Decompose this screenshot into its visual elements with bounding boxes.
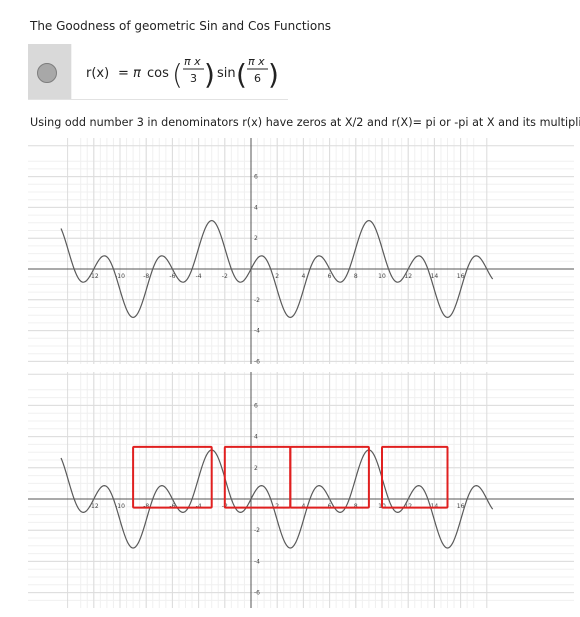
y-tick-label: 6 <box>254 174 258 181</box>
x-tick-label: 2 <box>275 503 279 510</box>
x-tick-label: -10 <box>115 503 125 510</box>
formula-denominator-1: 3 <box>190 72 197 85</box>
formula-numerator-2: π x <box>248 55 265 68</box>
x-tick-label: -8 <box>143 503 149 510</box>
y-tick-label: -6 <box>254 590 260 597</box>
highlight-box <box>289 445 370 509</box>
formula-numerator-1: π x <box>184 55 201 68</box>
x-tick-label: 6 <box>328 273 332 280</box>
y-tick-label: -2 <box>254 297 260 304</box>
x-tick-label: 8 <box>354 503 358 510</box>
y-tick-label: 4 <box>254 204 258 211</box>
x-tick-label: 16 <box>457 503 465 510</box>
y-tick-label: -4 <box>254 328 260 335</box>
formula-cell[interactable] <box>72 44 288 99</box>
y-tick-label: 6 <box>254 402 258 409</box>
formula-paren-open-2: ( <box>236 58 247 91</box>
x-tick-label: -12 <box>89 273 99 280</box>
algebra-input-row[interactable] <box>28 44 288 100</box>
y-tick-label: 2 <box>254 465 258 472</box>
function-curve[interactable] <box>60 449 494 549</box>
x-tick-label: -6 <box>169 503 175 510</box>
caption-text: Using odd number 3 in denominators r(x) … <box>30 116 580 129</box>
major-grid <box>28 138 574 364</box>
x-tick-label: 2 <box>275 273 279 280</box>
visibility-dot-icon[interactable] <box>37 63 57 83</box>
x-tick-label: -4 <box>196 503 202 510</box>
formula-denominator-2: 6 <box>254 72 261 85</box>
page-title: The Goodness of geometric Sin and Cos Fu… <box>30 19 332 33</box>
x-tick-label: 6 <box>328 503 332 510</box>
x-tick-label: 14 <box>431 273 439 280</box>
x-tick-label: 14 <box>431 503 439 510</box>
x-tick-label: -12 <box>89 503 99 510</box>
x-tick-label: 10 <box>378 273 386 280</box>
formula-sin: sin <box>217 66 236 81</box>
x-tick-label: 16 <box>457 273 465 280</box>
highlight-box <box>381 445 449 509</box>
x-tick-label: -10 <box>115 273 125 280</box>
x-tick-label: -8 <box>143 273 149 280</box>
highlight-box <box>132 445 213 509</box>
y-tick-label: 4 <box>254 434 258 441</box>
formula-pi: π <box>133 66 141 81</box>
formula-expression: r(x) = π cos ( π x 3 ) sin ( π x 6 ) <box>86 55 279 91</box>
x-tick-label: 4 <box>301 503 305 510</box>
x-tick-label: -6 <box>169 273 175 280</box>
formula-equals: = <box>118 66 129 81</box>
formula-cos: cos <box>147 66 169 81</box>
graph-view-top[interactable]: -12 -10 -8 -6 -4 -2 2 4 6 8 10 12 14 16 -6 -4 -2 2 4 6 <box>28 138 574 364</box>
x-tick-label: -4 <box>196 273 202 280</box>
formula-lhs: r(x) <box>86 66 109 81</box>
y-tick-label: -4 <box>254 558 260 565</box>
formula-paren-close-2: ) <box>268 58 279 91</box>
y-tick-label: -2 <box>254 527 260 534</box>
y-tick-label: -6 <box>254 358 260 364</box>
formula-paren-open-1: ( <box>172 58 183 91</box>
formula-paren-close-1: ) <box>204 58 215 91</box>
x-tick-label: 8 <box>354 273 358 280</box>
y-tick-label: 2 <box>254 235 258 242</box>
x-tick-label: 12 <box>404 503 412 510</box>
x-tick-label: 12 <box>404 273 412 280</box>
visibility-toggle-cell[interactable] <box>28 44 71 99</box>
x-tick-label: -2 <box>222 273 228 280</box>
x-tick-label: 4 <box>301 273 305 280</box>
function-curve[interactable] <box>60 220 494 318</box>
